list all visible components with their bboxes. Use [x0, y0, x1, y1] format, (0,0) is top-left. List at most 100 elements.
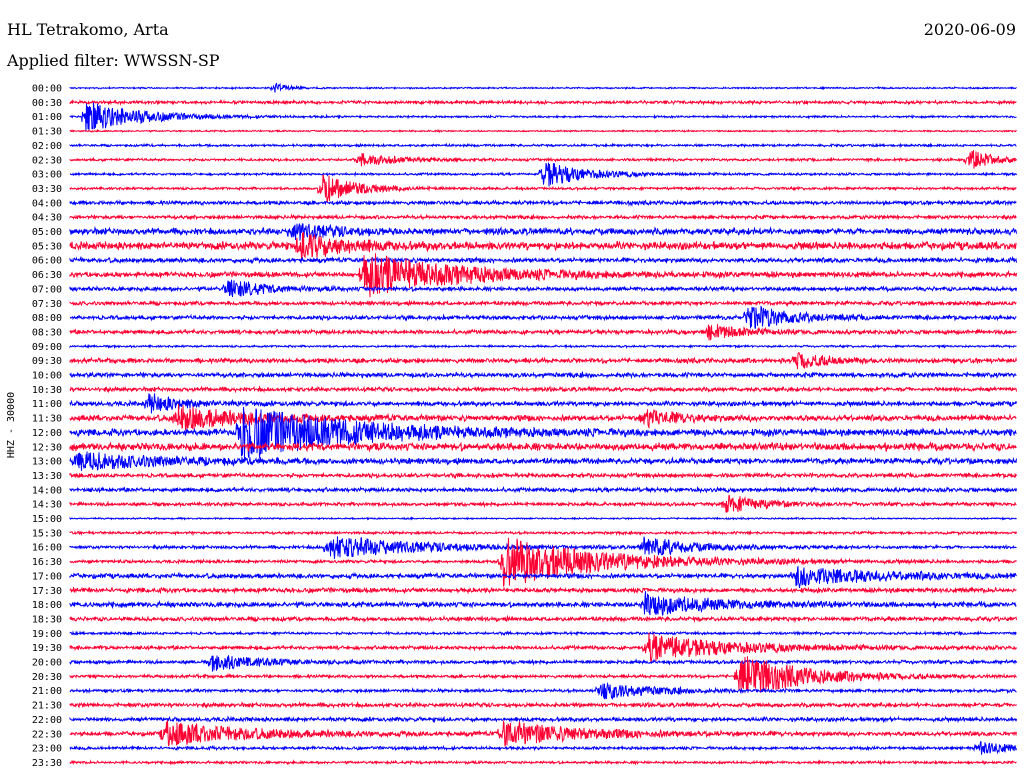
seismic-trace — [69, 536, 1017, 560]
time-tick-label: 20:30 — [32, 672, 62, 683]
seismic-trace — [69, 232, 1017, 261]
seismic-trace — [69, 681, 1017, 701]
time-tick-label: 03:30 — [32, 184, 62, 195]
time-tick-label: 07:30 — [32, 299, 62, 310]
seismic-trace — [69, 199, 1017, 207]
seismic-trace — [69, 719, 1017, 747]
seismic-trace — [69, 586, 1017, 595]
seismic-trace — [69, 253, 1017, 298]
seismic-trace — [69, 385, 1017, 394]
seismic-trace — [69, 102, 1017, 132]
seismic-trace — [69, 98, 1017, 106]
seismic-trace — [69, 279, 1017, 298]
time-tick-label: 15:00 — [32, 514, 62, 525]
time-tick-label: 00:00 — [32, 84, 62, 95]
seismic-trace — [69, 516, 1017, 521]
seismic-trace — [69, 174, 1017, 203]
time-tick-label: 14:30 — [32, 500, 62, 511]
channel-label: HHZ - 30000 — [6, 392, 17, 458]
seismic-trace — [69, 740, 1017, 755]
time-tick-label: 12:30 — [32, 442, 62, 453]
time-tick-label: 04:30 — [32, 213, 62, 224]
time-tick-label: 21:30 — [32, 701, 62, 712]
time-tick-label: 01:30 — [32, 127, 62, 138]
time-tick-label: 08:00 — [32, 313, 62, 324]
time-tick-label: 13:30 — [32, 471, 62, 482]
time-tick-label: 13:00 — [32, 457, 62, 468]
seismic-trace — [69, 162, 1017, 187]
seismic-trace — [69, 255, 1017, 265]
time-tick-label: 06:30 — [32, 270, 62, 281]
seismic-trace — [69, 299, 1017, 308]
seismic-trace — [69, 150, 1017, 169]
seismic-trace — [69, 451, 1017, 471]
time-tick-label: 06:00 — [32, 256, 62, 267]
seismic-trace — [69, 213, 1017, 221]
time-tick-label: 09:30 — [32, 356, 62, 367]
time-tick-label: 11:00 — [32, 399, 62, 410]
applied-filter: Applied filter: WWSSN-SP — [7, 51, 220, 70]
seismic-trace — [69, 403, 1017, 431]
time-tick-label: 19:00 — [32, 629, 62, 640]
seismic-trace — [69, 529, 1017, 537]
time-tick-label: 21:00 — [32, 686, 62, 697]
time-tick-label: 23:00 — [32, 744, 62, 755]
time-tick-label: 19:30 — [32, 643, 62, 654]
time-tick-label: 20:00 — [32, 658, 62, 669]
seismic-trace — [69, 656, 1017, 693]
time-tick-label: 23:30 — [32, 758, 62, 769]
seismic-trace — [69, 352, 1017, 370]
seismic-trace — [69, 494, 1017, 513]
time-tick-label: 05:30 — [32, 241, 62, 252]
time-tick-label: 08:30 — [32, 327, 62, 338]
seismic-trace — [69, 655, 1017, 672]
seismic-trace — [69, 614, 1017, 624]
seismic-trace — [69, 82, 1017, 93]
time-tick-label: 18:30 — [32, 614, 62, 625]
seismic-trace — [69, 128, 1017, 134]
time-tick-label: 10:00 — [32, 371, 62, 382]
seismic-trace — [69, 305, 1017, 329]
time-tick-label: 11:30 — [32, 414, 62, 425]
time-tick-label: 07:00 — [32, 284, 62, 295]
time-tick-label: 22:30 — [32, 729, 62, 740]
seismic-trace — [69, 485, 1017, 494]
time-tick-label: 09:00 — [32, 342, 62, 353]
seismic-trace — [69, 566, 1017, 589]
plot-date: 2020-06-09 — [923, 20, 1016, 39]
time-tick-label: 15:30 — [32, 528, 62, 539]
seismic-trace — [69, 591, 1017, 616]
time-tick-label: 16:00 — [32, 543, 62, 554]
seismic-trace — [69, 632, 1017, 663]
seismic-trace — [69, 371, 1017, 380]
time-tick-label: 04:00 — [32, 198, 62, 209]
seismic-trace — [69, 393, 1017, 414]
seismic-trace — [69, 343, 1017, 350]
time-tick-label: 17:00 — [32, 571, 62, 582]
time-tick-label: 05:00 — [32, 227, 62, 238]
seismic-trace — [69, 700, 1017, 710]
time-tick-label: 01:00 — [32, 112, 62, 123]
time-tick-label: 17:30 — [32, 586, 62, 597]
seismic-trace — [69, 629, 1017, 637]
time-tick-label: 00:30 — [32, 98, 62, 109]
station-name: HL Tetrakomo, Arta — [7, 20, 169, 39]
time-tick-label: 18:00 — [32, 600, 62, 611]
seismic-trace — [69, 715, 1017, 724]
time-tick-label: 12:00 — [32, 428, 62, 439]
seismic-trace — [69, 441, 1017, 453]
time-tick-label: 10:30 — [32, 385, 62, 396]
seismic-trace — [69, 324, 1017, 341]
seismic-trace — [69, 471, 1017, 480]
time-tick-label: 16:30 — [32, 557, 62, 568]
seismic-trace — [69, 537, 1017, 587]
seismic-trace — [69, 142, 1017, 149]
seismic-trace — [69, 223, 1017, 241]
time-tick-label: 22:00 — [32, 715, 62, 726]
time-tick-label: 02:30 — [32, 155, 62, 166]
seismic-trace — [69, 759, 1017, 766]
time-tick-label: 03:00 — [32, 170, 62, 181]
seismic-trace — [69, 406, 1017, 459]
time-tick-label: 02:00 — [32, 141, 62, 152]
